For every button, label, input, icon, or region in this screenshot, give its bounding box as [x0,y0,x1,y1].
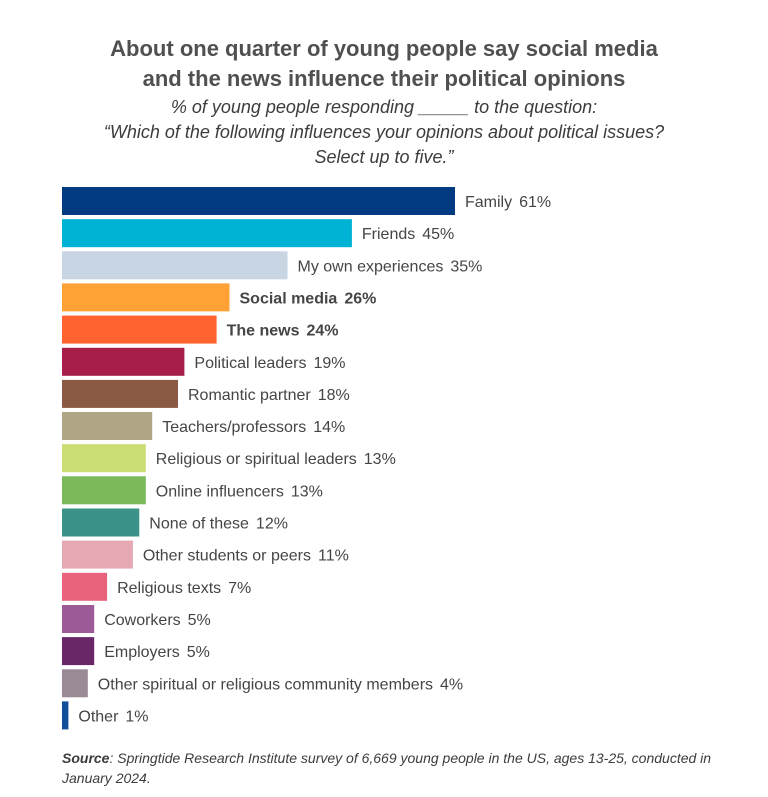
category-label: Other students or peers [143,548,311,565]
bar-other-spiritual-or-religious-community-members [62,669,88,698]
category-label: Political leaders [194,355,306,372]
bar-religious-texts [62,572,108,601]
chart-title: About one quarter of young people say so… [0,34,768,94]
value-label: 1% [125,708,148,725]
bar-label: Other spiritual or religious community m… [98,676,463,693]
value-label: 11% [318,548,349,565]
chart-subtitle-line-2: “Which of the following influences your … [103,122,665,142]
bar-political-leaders [62,347,185,376]
category-label: Friends [362,226,415,243]
bar-label: None of these 12% [149,516,288,533]
value-label: 26% [344,290,376,307]
bar-religious-or-spiritual-leaders [62,444,146,473]
chart-subtitle: % of young people responding _____ to th… [0,95,768,170]
value-label: 14% [313,419,345,436]
category-label: Social media [240,290,338,307]
bar-my-own-experiences [62,251,288,280]
bar-label: The news 24% [227,323,339,340]
category-label: Religious texts [117,580,221,597]
chart-subtitle-line-1: % of young people responding _____ to th… [170,97,598,117]
bar-label: Social media 26% [240,290,377,307]
category-label: Other spiritual or religious community m… [98,676,433,693]
bar-online-influencers [62,476,146,505]
value-label: 61% [519,194,551,211]
bar-label: Other 1% [78,708,148,725]
bar-other-students-or-peers [62,540,133,569]
value-label: 45% [422,226,454,243]
value-label: 13% [291,483,323,500]
bar-family [62,187,455,215]
category-label: None of these [149,516,249,533]
bar-label: Romantic partner 18% [188,387,350,404]
bar-label: Online influencers 13% [156,483,323,500]
category-label: Romantic partner [188,387,311,404]
bar-label: Religious texts 7% [117,580,251,597]
category-label: Employers [104,644,180,661]
value-label: 24% [307,323,339,340]
category-label: Coworkers [104,612,180,629]
chart-title-line-1: About one quarter of young people say so… [110,36,658,61]
bar-employers [62,637,95,666]
bar-label: Other students or peers 11% [143,548,349,565]
category-label: Religious or spiritual leaders [156,451,357,468]
bar-label: Political leaders 19% [194,355,345,372]
bar-teachers-professors [62,412,153,440]
bar-label: Coworkers 5% [104,612,211,629]
bar-label: Friends 45% [362,226,454,243]
value-label: 12% [256,516,288,533]
value-label: 19% [313,355,345,372]
value-label: 5% [188,612,211,629]
category-label: Other [78,708,119,725]
bar-label: Employers 5% [104,644,210,661]
value-label: 35% [450,258,482,275]
category-label: Teachers/professors [162,419,306,436]
category-label: The news [227,323,300,340]
bar-other [62,701,69,730]
bar-the-news [62,315,217,344]
category-label: Online influencers [156,483,284,500]
source-label: Source [62,750,110,766]
bar-label: My own experiences 35% [298,258,483,275]
source-text: : Springtide Research Institute survey o… [62,750,712,786]
bar-label: Teachers/professors 14% [162,419,345,436]
bar-friends [62,219,352,248]
value-label: 4% [440,676,463,693]
chart-title-line-2: and the news influence their political o… [142,66,626,91]
bar-social-media [62,283,230,312]
value-label: 7% [228,580,251,597]
chart-subtitle-line-3: Select up to five.” [314,147,454,167]
category-label: My own experiences [298,258,444,275]
value-label: 5% [187,644,210,661]
bar-coworkers [62,605,95,633]
bar-label: Religious or spiritual leaders 13% [156,451,396,468]
bar-romantic-partner [62,379,178,408]
category-label: Family [465,194,512,211]
bar-none-of-these [62,508,140,537]
value-label: 13% [364,451,396,468]
bar-label: Family 61% [465,194,551,211]
source-note: Source: Springtide Research Institute su… [62,748,742,788]
value-label: 18% [318,387,350,404]
